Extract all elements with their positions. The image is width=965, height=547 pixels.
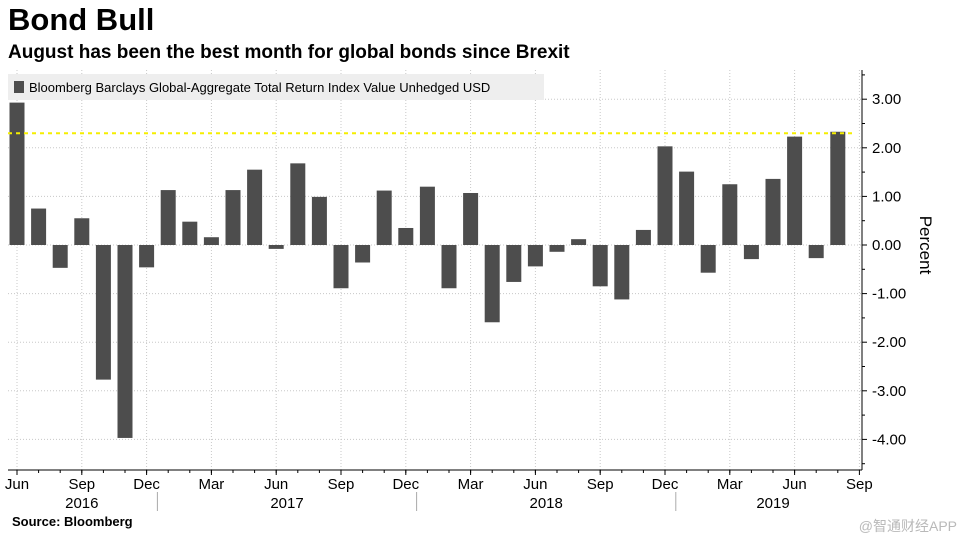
bar-sep-2018: [592, 245, 608, 287]
bar-mar-2017: [203, 237, 219, 245]
bar-aug-2017: [311, 196, 327, 245]
x-tick-label: Mar: [717, 476, 743, 493]
bar-apr-2017: [225, 190, 241, 245]
bar-jul-2018: [549, 245, 565, 252]
bar-feb-2018: [441, 245, 457, 289]
bar-nov-2016: [117, 245, 133, 438]
bar-sep-2017: [333, 245, 349, 289]
bar-feb-2017: [182, 221, 198, 245]
bar-sep-2016: [74, 218, 90, 245]
x-tick-label: Sep: [68, 476, 95, 493]
y-tick-label: 0.00: [872, 237, 901, 254]
y-axis-title: Percent: [916, 216, 935, 275]
bar-jun-2016: [9, 102, 25, 246]
bar-aug-2019: [830, 131, 846, 245]
x-tick-label: Jun: [523, 476, 547, 493]
bar-aug-2018: [571, 239, 587, 245]
y-tick-label: 2.00: [872, 140, 901, 157]
bar-feb-2019: [700, 245, 716, 273]
year-label: 2019: [756, 495, 789, 512]
source-note: Source: Bloomberg: [12, 514, 133, 529]
chart-subtitle: August has been the best month for globa…: [8, 42, 570, 63]
y-tick-label: -3.00: [872, 383, 906, 400]
x-tick-label: Jun: [783, 476, 807, 493]
x-tick-label: Mar: [198, 476, 224, 493]
legend-box: [8, 74, 544, 100]
x-tick-label: Sep: [846, 476, 873, 493]
bar-oct-2017: [355, 245, 371, 263]
bar-jun-2018: [527, 245, 543, 267]
y-tick-label: 1.00: [872, 188, 901, 205]
y-tick-label: -2.00: [872, 334, 906, 351]
x-tick-label: Sep: [587, 476, 614, 493]
bar-jul-2017: [290, 163, 306, 245]
x-tick-label: Sep: [328, 476, 355, 493]
x-tick-label: Mar: [458, 476, 484, 493]
bar-oct-2018: [614, 245, 630, 300]
legend-label: Bloomberg Barclays Global-Aggregate Tota…: [29, 80, 490, 95]
bar-may-2017: [247, 169, 263, 245]
bar-apr-2019: [743, 245, 759, 260]
bar-dec-2018: [657, 146, 673, 245]
x-tick-label: Dec: [392, 476, 419, 493]
year-label: 2016: [65, 495, 98, 512]
bar-may-2019: [765, 178, 781, 245]
bar-oct-2016: [95, 245, 111, 380]
bar-mar-2019: [722, 184, 738, 245]
bar-aug-2016: [52, 245, 68, 268]
bar-jul-2016: [31, 208, 47, 245]
bar-apr-2018: [484, 245, 500, 323]
y-tick-label: -1.00: [872, 286, 906, 303]
year-label: 2017: [270, 495, 303, 512]
bar-nov-2018: [635, 229, 651, 245]
legend-swatch: [14, 81, 24, 93]
bar-dec-2017: [398, 227, 414, 245]
bar-mar-2018: [463, 192, 479, 245]
chart-title: Bond Bull: [8, 2, 155, 37]
bar-dec-2016: [139, 245, 155, 268]
bar-may-2018: [506, 245, 522, 282]
x-tick-label: Jun: [5, 476, 29, 493]
bar-jun-2019: [787, 136, 803, 245]
bar-jan-2018: [419, 186, 435, 245]
year-label: 2018: [530, 495, 563, 512]
x-tick-label: Dec: [652, 476, 679, 493]
bar-jul-2019: [808, 245, 824, 259]
bar-jan-2019: [679, 171, 695, 245]
y-tick-label: 3.00: [872, 91, 901, 108]
bar-nov-2017: [376, 190, 392, 245]
bar-jan-2017: [160, 190, 176, 245]
x-tick-label: Jun: [264, 476, 288, 493]
bar-jun-2017: [268, 245, 284, 249]
y-tick-label: -4.00: [872, 431, 906, 448]
watermark: @智通财经APP: [858, 518, 957, 534]
x-tick-label: Dec: [133, 476, 160, 493]
